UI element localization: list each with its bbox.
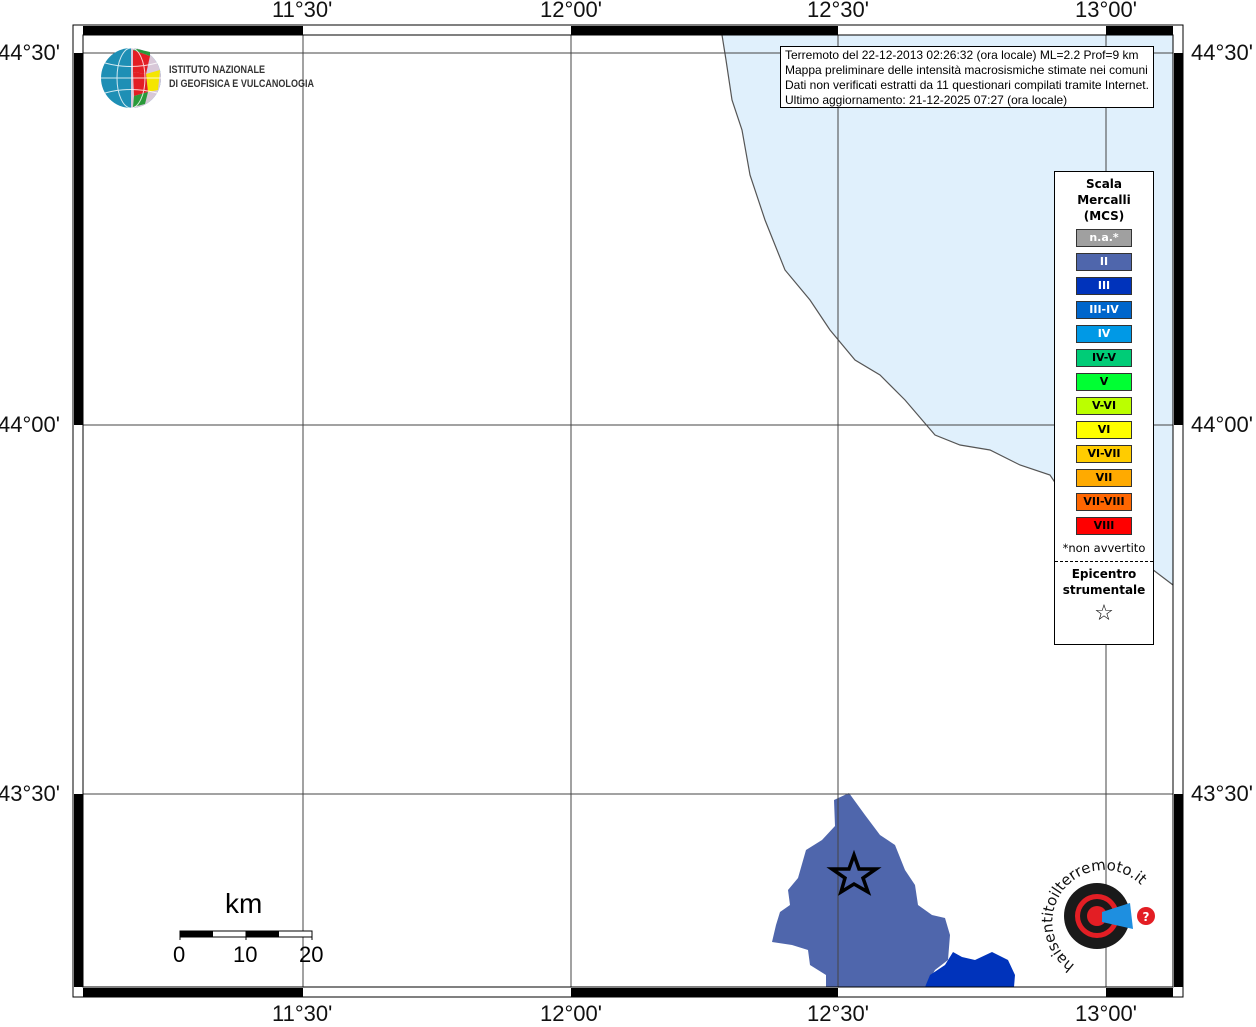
legend-item-intensity: IV <box>1076 325 1132 343</box>
legend-item-intensity: VII-VIII <box>1076 493 1132 511</box>
intensity-legend: Scala Mercalli (MCS) n.a.* II III III-IV IV I… <box>1054 171 1154 645</box>
lon-label-bottom: 13°00' <box>1075 1001 1137 1026</box>
info-line: Mappa preliminare delle intensità macros… <box>785 63 1148 77</box>
epicenter-star[interactable] <box>826 849 882 896</box>
legend-item-intensity: V-VI <box>1076 397 1132 415</box>
info-line: Terremoto del 22-12-2013 02:26:32 (ora l… <box>785 48 1139 62</box>
legend-item-intensity: II <box>1076 253 1132 271</box>
legend-item-intensity: V <box>1076 373 1132 391</box>
lat-label-left: 43°30' <box>0 781 60 806</box>
legend-item-intensity: VII <box>1076 469 1132 487</box>
legend-title-line: Scala <box>1085 177 1123 191</box>
legend-item-intensity: III-IV <box>1076 301 1132 319</box>
graticule <box>83 35 1173 987</box>
hsit-logo: ? haisentitoilterremoto.it <box>1038 856 1155 976</box>
lon-label-bottom: 12°00' <box>540 1001 602 1026</box>
lon-label-top: 13°00' <box>1075 0 1137 22</box>
ingv-line1: ISTITUTO NAZIONALE <box>169 64 266 76</box>
lon-label-bottom: 12°30' <box>807 1001 869 1026</box>
epicenter-label-line: strumentale <box>1062 583 1146 597</box>
legend-title-line: Mercalli <box>1077 193 1131 207</box>
svg-text:?: ? <box>1143 910 1150 924</box>
lat-label-right: 44°30' <box>1191 40 1253 65</box>
legend-items: n.a.* II III III-IV IV IV-V V V-VI VI VI-VII VII VI… <box>1055 229 1153 535</box>
lat-label-right: 44°00' <box>1191 412 1253 437</box>
lon-label-bottom: 11°30' <box>272 1001 333 1026</box>
ingv-globe-icon <box>101 47 161 109</box>
map-frame <box>72 24 1184 998</box>
lon-label-top: 12°30' <box>807 0 869 22</box>
ingv-logo-text: ISTITUTO NAZIONALE DI GEOFISICA E VULCAN… <box>169 63 314 91</box>
info-line: Ultimo aggiornamento: 21-12-2025 07:27 (… <box>785 93 1068 107</box>
legend-title-line: (MCS) <box>1083 209 1125 223</box>
epicenter-legend-label: Epicentro strumentale <box>1055 566 1153 598</box>
lon-label-top: 11°30' <box>272 0 333 22</box>
legend-note: *non avvertito <box>1062 541 1146 555</box>
scale-tick-label: 20 <box>299 942 324 967</box>
scale-unit: km <box>225 888 263 919</box>
legend-item-intensity: n.a.* <box>1076 229 1132 247</box>
ingv-line2: DI GEOFISICA E VULCANOLOGIA <box>169 78 314 90</box>
star-icon: ☆ <box>1094 601 1114 626</box>
legend-item-intensity: III <box>1076 277 1132 295</box>
info-line: Dati non verificati estratti da 11 quest… <box>785 78 1149 92</box>
lon-label-top: 12°00' <box>540 0 602 22</box>
lat-label-left: 44°30' <box>0 40 60 65</box>
municipality-intensity-III[interactable] <box>925 952 1015 987</box>
legend-title: Scala Mercalli (MCS) <box>1055 176 1153 224</box>
scale-tick-label: 10 <box>233 942 258 967</box>
legend-item-intensity: VI <box>1076 421 1132 439</box>
info-box: Terremoto del 22-12-2013 02:26:32 (ora l… <box>780 46 1154 108</box>
scale-tick-label: 0 <box>173 942 186 967</box>
epicenter-label-line: Epicentro <box>1071 567 1137 581</box>
legend-separator <box>1055 561 1153 562</box>
scale-bar <box>179 930 313 940</box>
lat-label-right: 43°30' <box>1191 781 1253 806</box>
legend-item-intensity: VIII <box>1076 517 1132 535</box>
lat-label-left: 44°00' <box>0 412 60 437</box>
legend-item-intensity: VI-VII <box>1076 445 1132 463</box>
legend-item-intensity: IV-V <box>1076 349 1132 367</box>
